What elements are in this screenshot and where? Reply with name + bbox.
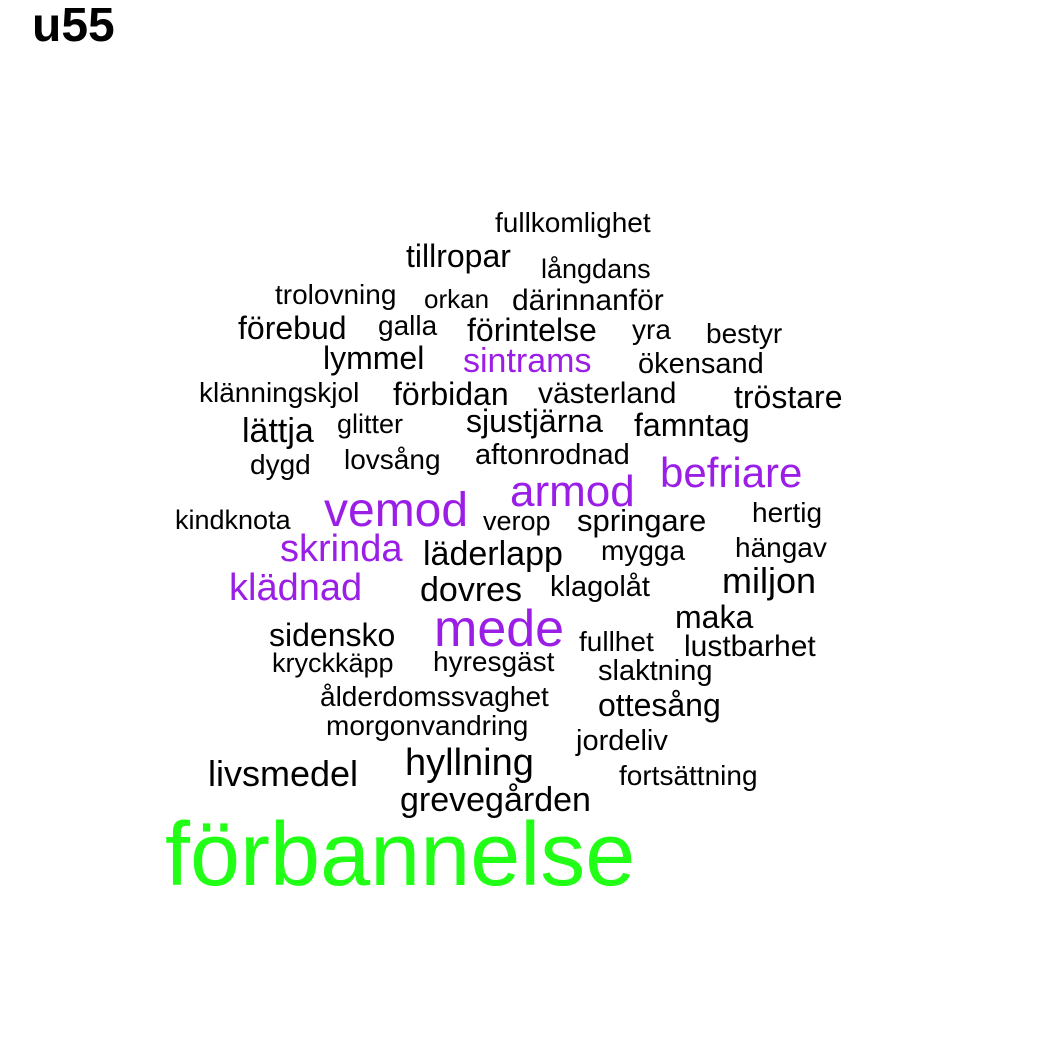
word-yra: yra [632,314,671,345]
word-skrinda: skrinda [280,528,403,570]
word-sintrams: sintrams [463,342,592,380]
word-glitter: glitter [337,409,404,439]
page-title: u55 [32,0,115,52]
word-aftonrodnad: aftonrodnad [475,439,630,471]
word-slaktning: slaktning [598,655,713,687]
word-alderdomssvaghet: ålderdomssvaghet [320,681,549,712]
word-springare: springare [577,503,707,538]
word-lovsang: lovsång [344,444,441,475]
word-forbannelse: förbannelse [165,805,636,905]
word-klanningskjol: klänningskjol [199,377,360,408]
word-maka: maka [675,599,754,635]
word-tillropar: tillropar [406,238,511,274]
word-ottesang: ottesång [598,687,721,723]
word-fullhet: fullhet [579,626,654,657]
word-kindknota: kindknota [175,505,291,535]
word-hangav: hängav [735,532,827,563]
word-sjustjarna: sjustjärna [466,403,603,439]
word-hyresgast: hyresgäst [433,646,555,677]
word-trostare: tröstare [734,379,843,415]
word-bestyr: bestyr [706,318,783,349]
word-kladnad: klädnad [229,567,363,609]
word-verop: verop [483,506,551,536]
word-forintelse: förintelse [467,312,597,348]
word-langdans: långdans [541,254,651,284]
word-trolovning: trolovning [275,279,397,310]
word-mygga: mygga [601,535,686,566]
word-mede: mede [434,600,565,658]
word-vasterland: västerland [538,377,677,410]
word-hyllning: hyllning [405,742,534,784]
word-kryckkapp: kryckkäpp [272,648,394,678]
word-lymmel: lymmel [323,340,425,376]
word-laderlapp: läderlapp [423,535,563,573]
word-okensand: ökensand [638,348,764,380]
word-armod: armod [510,467,635,516]
word-hertig: hertig [752,497,823,528]
word-morgonvandring: morgonvandring [326,710,529,741]
word-orkan: orkan [424,284,490,314]
word-darinnanfor: därinnanför [512,284,664,317]
word-galla: galla [378,310,438,341]
word-fortsattning: fortsättning [619,760,758,791]
word-dygd: dygd [250,449,311,480]
word-forebud: förebud [238,310,347,346]
word-jordeliv: jordeliv [576,725,668,757]
word-klagolat: klagolåt [550,571,650,603]
word-famntag: famntag [634,407,750,443]
word-sidensko: sidensko [269,617,396,653]
word-livsmedel: livsmedel [208,753,359,794]
word-lustbarhet: lustbarhet [684,630,816,663]
word-lattja: lättja [242,412,314,450]
word-grevegarden: grevegården [400,781,591,819]
word-dovres: dovres [420,571,523,609]
word-forbidan: förbidan [393,376,509,412]
word-befriare: befriare [660,449,803,496]
word-fullkomlighet: fullkomlighet [495,207,651,238]
word-miljon: miljon [722,560,817,601]
word-vemod: vemod [324,484,469,537]
